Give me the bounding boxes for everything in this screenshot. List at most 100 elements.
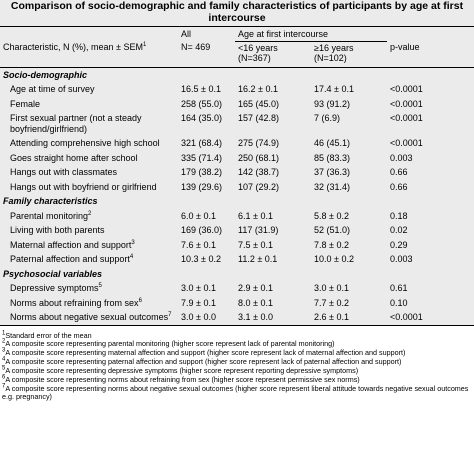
data-cell: 250 (68.1) — [238, 152, 280, 163]
row-label: Hangs out with classmates — [0, 165, 178, 180]
data-cell: 179 (38.2) — [181, 167, 223, 177]
data-cell: 7 (6.9) — [314, 113, 341, 123]
data-cell: 8.0 ± 0.1 — [238, 297, 273, 308]
data-row: Paternal affection and support4 10.3 ± 0.… — [0, 252, 474, 267]
data-cell: 0.61 — [390, 283, 408, 293]
data-cell: <0.0001 — [390, 84, 423, 94]
data-row: Age at time of survey 16.5 ± 0.1 16.2 ± 0.… — [0, 82, 474, 97]
data-cell: 32 (31.4) — [314, 181, 351, 192]
footnote: 7A composite score representing norms ab… — [2, 383, 472, 402]
footnote: 3A composite score representing maternal… — [2, 347, 472, 358]
header-cell: p-value — [387, 41, 474, 68]
section-row: Family characteristics — [0, 194, 474, 209]
data-row: Attending comprehensive high school 321 (… — [0, 136, 474, 151]
footnote: 6A composite score representing norms ab… — [2, 374, 472, 385]
data-row: Parental monitoring2 6.0 ± 0.1 6.1 ± 0.1 5.… — [0, 209, 474, 224]
data-cell: 5.8 ± 0.2 — [314, 210, 349, 221]
label-text: Depressive symptoms — [10, 283, 99, 293]
label-text: First sexual partner (not a steady boyfr… — [10, 113, 142, 134]
data-cell: 10.0 ± 0.2 — [314, 254, 354, 264]
data-cell: 3.1 ± 0.0 — [235, 310, 311, 326]
header-cell: <16 years (N=367) — [235, 41, 311, 68]
data-row: Norms about negative sexual outcomes7 3.0… — [0, 310, 474, 326]
footnote-ref: 4 — [129, 254, 134, 260]
table-title: Comparison of socio-demographic and fami… — [10, 0, 464, 24]
data-cell: 7.8 ± 0.2 — [314, 239, 349, 250]
data-row: First sexual partner (not a steady boyfr… — [0, 111, 474, 136]
data-cell: 6.0 ± 0.1 — [181, 210, 216, 221]
label-text: Hangs out with boyfriend or girlfriend — [10, 181, 157, 192]
data-cell: 2.6 ± 0.1 — [311, 310, 388, 326]
data-row: Female 258 (55.0) 165 (45.0) 93 (91.2) <0.00… — [0, 97, 474, 112]
table: All Age at first intercourse Characteris… — [0, 26, 474, 326]
data-cell: 164 (35.0) — [181, 113, 223, 123]
footnote-ref: 7 — [168, 312, 172, 318]
data-cell: 11.2 ± 0.1 — [238, 254, 278, 264]
data-cell: 0.66 — [390, 167, 408, 177]
footnote-text: A composite score representing paternal … — [5, 357, 402, 367]
header-cell: Characteristic, N (%), mean ± SEM1 — [0, 41, 178, 68]
label-text: Attending comprehensive high school — [10, 138, 160, 148]
footnote: 1Standard error of the mean — [2, 330, 472, 341]
data-cell: 117 (31.9) — [238, 225, 279, 235]
row-label: Hangs out with boyfriend or girlfriend — [0, 180, 178, 195]
data-cell: 52 (51.0) — [314, 225, 351, 235]
data-row: Goes straight home after school 335 (71.4… — [0, 151, 474, 166]
data-cell: 46 (45.1) — [314, 138, 351, 148]
data-cell: <0.0001 — [390, 113, 423, 123]
data-cell: 0.003 — [390, 254, 413, 264]
data-cell: 169 (36.0) — [181, 225, 223, 235]
label-text: Maternal affection and support — [10, 239, 132, 250]
row-label: Norms about refraining from sex6 — [0, 296, 178, 311]
section-title: Family characteristics — [3, 196, 98, 206]
data-cell: 37 (36.3) — [314, 167, 351, 177]
data-cell: 107 (29.2) — [238, 181, 280, 192]
footnote-mark: 6 — [2, 374, 6, 381]
header-cell — [387, 26, 474, 41]
label-text: Goes straight home after school — [10, 152, 138, 163]
footnote-text: A composite score representing depressiv… — [5, 366, 359, 376]
data-cell: 3.0 ± 0.0 — [178, 310, 235, 326]
data-cell: 0.02 — [390, 225, 408, 235]
header-cell: All — [178, 26, 235, 41]
header-text: Characteristic, N (%), mean ± SEM — [3, 42, 143, 52]
footnote-mark: 7 — [2, 383, 6, 390]
data-cell: 142 (38.7) — [238, 167, 280, 177]
row-label: Paternal affection and support4 — [0, 252, 178, 267]
row-label: Depressive symptoms5 — [0, 281, 178, 296]
data-row: Living with both parents 169 (36.0) 117 (3… — [0, 223, 474, 238]
data-cell: 7.7 ± 0.2 — [314, 297, 349, 308]
data-cell: 0.003 — [390, 152, 413, 163]
data-row: Depressive symptoms5 3.0 ± 0.1 2.9 ± 0.1 3.… — [0, 281, 474, 296]
data-cell: 335 (71.4) — [181, 152, 223, 163]
data-cell: 139 (29.6) — [181, 181, 223, 192]
footnote: 4A composite score representing paternal… — [2, 357, 472, 367]
row-label: Living with both parents — [0, 223, 178, 238]
footnote: 5A composite score representing depressi… — [2, 366, 472, 376]
label-text: Norms about refraining from sex — [10, 297, 139, 308]
label-text: Paternal affection and support — [10, 254, 130, 264]
data-cell: <0.0001 — [390, 138, 423, 148]
footnote-ref: 6 — [138, 297, 142, 304]
header-cell — [0, 26, 178, 41]
label-text: Norms about negative sexual outcomes — [10, 312, 169, 322]
section-title: Psychosocial variables — [3, 268, 103, 279]
label-text: Age at time of survey — [10, 84, 95, 94]
data-cell: 7.6 ± 0.1 — [181, 239, 216, 250]
header-cell: Age at first intercourse — [235, 26, 388, 42]
label-text: Female — [10, 98, 41, 109]
data-cell: 0.10 — [390, 297, 408, 308]
footnote-ref: 1 — [142, 42, 147, 48]
row-label: First sexual partner (not a steady boyfr… — [0, 111, 178, 136]
data-cell: 0.29 — [390, 239, 408, 250]
header-cell: ≥16 years (N=102) — [311, 41, 388, 68]
data-row: Hangs out with classmates 179 (38.2) 142 (… — [0, 165, 474, 180]
data-cell: 0.66 — [390, 181, 408, 192]
row-label: Age at time of survey — [0, 82, 178, 97]
data-cell: 165 (45.0) — [238, 98, 280, 109]
data-cell: 157 (42.8) — [238, 113, 280, 123]
data-cell: 10.3 ± 0.2 — [181, 254, 221, 264]
data-cell: 85 (83.3) — [314, 152, 351, 163]
footnote-mark: 3 — [2, 347, 6, 354]
